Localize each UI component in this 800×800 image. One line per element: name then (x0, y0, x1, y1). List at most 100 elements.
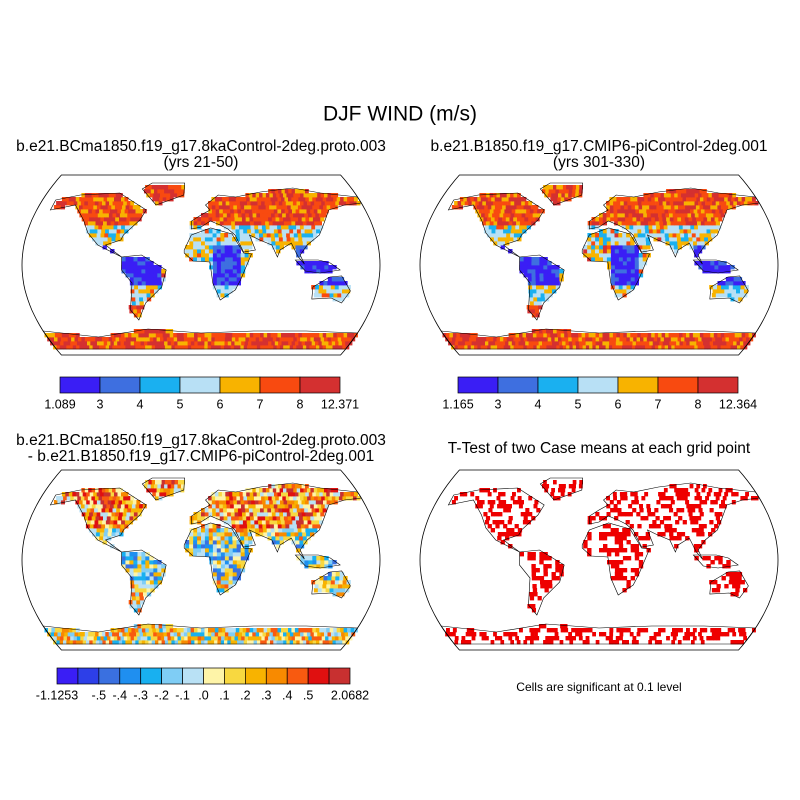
coastline (709, 570, 749, 599)
grid-cell (164, 341, 168, 346)
colorbar-label: .4 (282, 688, 292, 702)
grid-cell (261, 516, 266, 521)
grid-cell (526, 209, 531, 214)
grid-cell (737, 576, 742, 581)
grid-cell (108, 488, 113, 493)
grid-cell (344, 632, 349, 637)
grid-cell (546, 185, 551, 190)
grid-cell (705, 225, 710, 230)
grid-cell (317, 337, 321, 342)
grid-cell (725, 193, 730, 198)
grid-cell (155, 640, 159, 645)
grid-cell (96, 528, 101, 533)
grid-cell (330, 193, 335, 198)
grid-cell (575, 341, 580, 346)
grid-cell (117, 333, 122, 338)
grid-cell (544, 289, 549, 294)
grid-cell (669, 241, 674, 246)
grid-cell (288, 333, 292, 338)
grid-cell (618, 293, 623, 298)
grid-cell (685, 221, 690, 226)
grid-cell (454, 640, 459, 645)
grid-cell (116, 524, 121, 529)
grid-cell (268, 484, 272, 489)
grid-cell (738, 628, 742, 633)
grid-cell (571, 628, 576, 633)
grid-cell (97, 524, 102, 529)
grid-cell (310, 488, 315, 493)
grid-cell (133, 560, 138, 565)
grid-cell (152, 492, 157, 497)
grid-cell (718, 512, 723, 517)
grid-cell (185, 249, 190, 254)
grid-cell (93, 341, 98, 346)
grid-cell (686, 189, 690, 194)
grid-cell (658, 640, 662, 645)
grid-cell (269, 193, 274, 198)
grid-cell (245, 213, 250, 218)
grid-cell (171, 185, 176, 190)
grid-cell (643, 217, 648, 222)
grid-cell (551, 488, 555, 493)
grid-cell (289, 337, 294, 342)
grid-cell (666, 221, 671, 226)
grid-cell (681, 193, 685, 198)
grid-cell (535, 281, 541, 286)
grid-cell (89, 197, 94, 202)
grid-cell (286, 532, 291, 537)
grid-cell (173, 488, 178, 493)
grid-cell (131, 628, 136, 633)
grid-cell (224, 548, 230, 553)
grid-cell (741, 281, 746, 286)
grid-cell (228, 560, 234, 565)
grid-cell (638, 241, 643, 246)
grid-cell (79, 492, 84, 497)
grid-cell (545, 189, 550, 194)
grid-cell (208, 524, 213, 529)
grid-cell (328, 265, 333, 270)
grid-cell (300, 632, 304, 637)
grid-cell (722, 496, 727, 501)
grid-cell (632, 341, 637, 346)
grid-cell (680, 508, 685, 513)
grid-cell (674, 337, 678, 342)
grid-cell (607, 265, 612, 270)
grid-cell (710, 500, 715, 505)
grid-cell (201, 229, 206, 234)
grid-cell (80, 636, 85, 641)
grid-cell (639, 209, 643, 214)
grid-cell (529, 596, 535, 601)
grid-cell (511, 209, 516, 214)
grid-cell (294, 341, 299, 346)
grid-cell (537, 301, 542, 306)
grid-cell (706, 341, 711, 346)
grid-cell (531, 273, 536, 278)
grid-cell (745, 197, 749, 202)
grid-cell (488, 341, 493, 346)
grid-cell (635, 345, 639, 350)
coastline (191, 482, 362, 560)
grid-cell (724, 333, 729, 338)
grid-cell (134, 588, 140, 593)
grid-cell (214, 628, 219, 633)
grid-cell (664, 524, 669, 529)
grid-cell (228, 261, 234, 266)
grid-cell (254, 636, 259, 641)
grid-cell (312, 333, 317, 338)
grid-cell (270, 229, 275, 234)
grid-cell (218, 632, 222, 637)
grid-cell (481, 341, 486, 346)
grid-cell (162, 329, 166, 334)
grid-cell (513, 532, 518, 537)
grid-cell (224, 261, 230, 266)
grid-cell (528, 293, 534, 298)
grid-cell (93, 205, 98, 210)
grid-cell (618, 245, 623, 250)
grid-cell (602, 213, 607, 218)
grid-cell (173, 628, 178, 633)
grid-cell (120, 636, 125, 641)
grid-cell (717, 333, 722, 338)
grid-cell (638, 273, 644, 278)
grid-cell (232, 201, 237, 206)
grid-cell (534, 632, 538, 637)
